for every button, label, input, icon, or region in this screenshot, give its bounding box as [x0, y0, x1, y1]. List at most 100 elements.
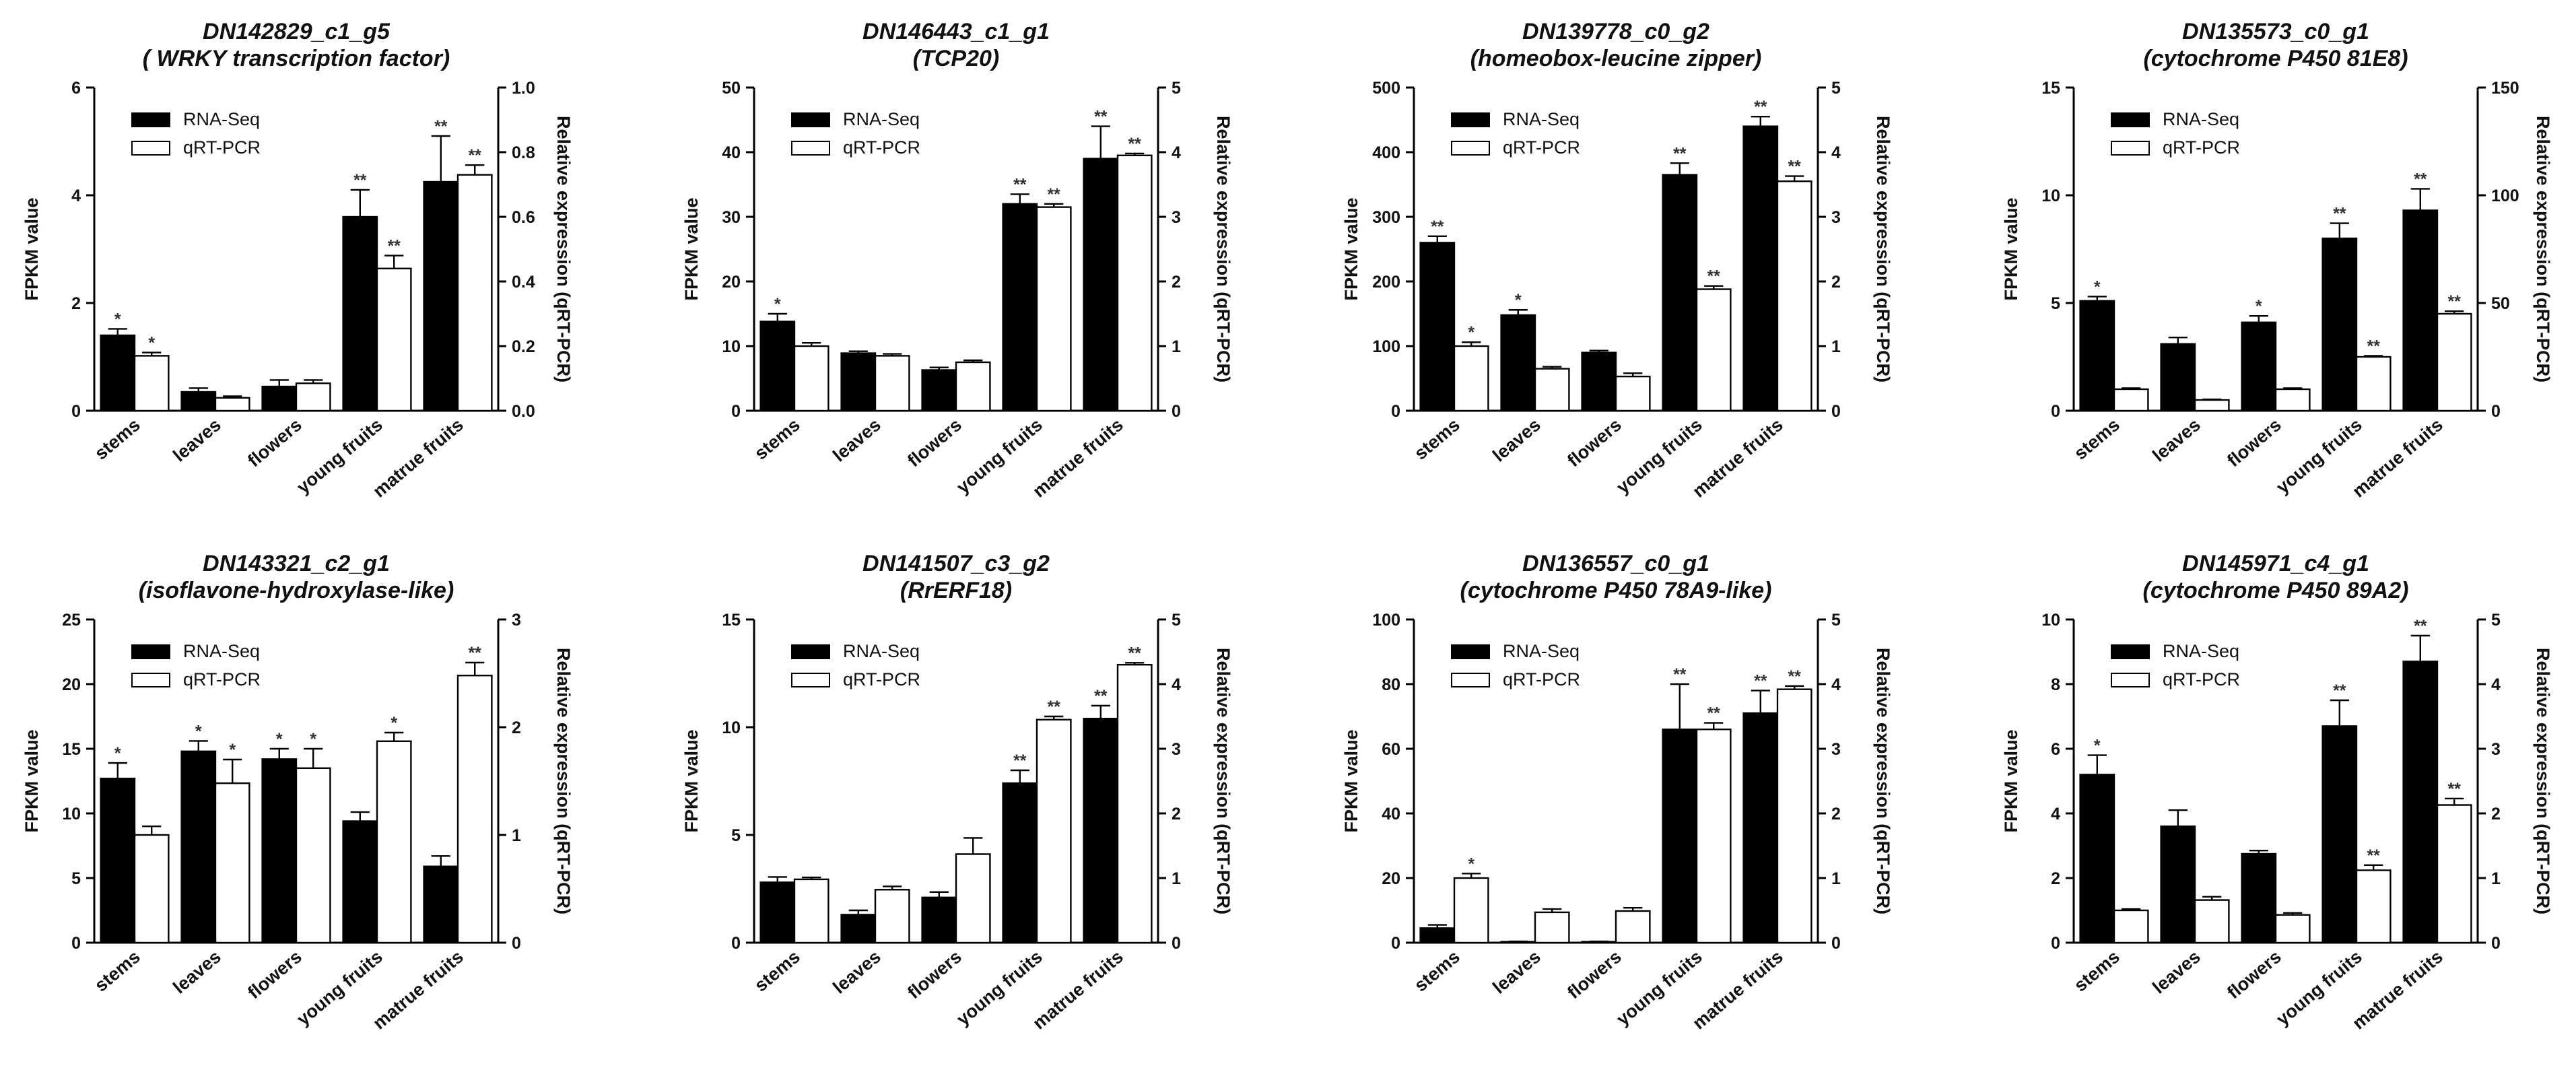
qrtpcr-bar: [2355, 869, 2392, 944]
legend-swatch-qrtpcr: [2111, 141, 2150, 156]
right-tick-label: 2: [1172, 273, 1181, 292]
right-axis-label: Relative expression (qRT-PCR): [2533, 648, 2553, 914]
chart-title: DN145971_c4_g1: [2182, 551, 2369, 576]
chart-panel-3: DN139778_c0_g2(homeobox-leucine zipper) 0…: [1341, 19, 1893, 502]
left-axis-label: FPKM value: [22, 729, 42, 832]
legend-label-rnaseq: RNA-Seq: [183, 109, 260, 129]
qrtpcr-bar: [1036, 206, 1072, 412]
chart-subtitle: (RrERF18): [900, 578, 1012, 603]
right-tick-label: 2: [1831, 805, 1841, 823]
left-tick-label: 60: [1382, 740, 1400, 759]
legend-label-qrtpcr: qRT-PCR: [183, 137, 261, 158]
qrtpcr-bar: [2355, 356, 2392, 412]
chart-panel-4: DN135573_c0_g1(cytochrome P450 81E8) 0 5 10…: [2001, 19, 2553, 502]
left-tick-label: 40: [722, 143, 741, 162]
right-tick-label: 0: [1172, 402, 1181, 421]
left-tick-label: 6: [71, 79, 81, 98]
rnaseq-bar: [2079, 774, 2115, 944]
rnaseq-bar: [2321, 725, 2358, 944]
rnaseq-bar: [100, 777, 136, 944]
rnaseq-bar: [1083, 717, 1119, 944]
significance-mark: **: [1013, 751, 1027, 770]
left-tick-label: 80: [1382, 675, 1400, 694]
significance-mark: **: [2367, 846, 2380, 865]
qrtpcr-bar: [1615, 910, 1651, 944]
right-tick-label: 1.0: [512, 79, 535, 98]
legend-swatch-qrtpcr: [1451, 673, 1490, 687]
chart-panel-2: DN146443_c1_g1(TCP20) 0 10 20 30 40 50 0 1 2 3 4 5 FP…: [681, 19, 1233, 502]
right-axis-label: Relative expression (qRT-PCR): [2533, 116, 2553, 382]
qrtpcr-bar: [1036, 718, 1072, 944]
rnaseq-bar: [2241, 852, 2277, 944]
legend-label-rnaseq: RNA-Seq: [843, 641, 920, 661]
chart-subtitle: (isoflavone-hydroxylase-like): [139, 578, 454, 603]
left-tick-label: 6: [2051, 740, 2060, 759]
right-tick-label: 0: [2491, 934, 2501, 953]
rnaseq-bar: [759, 321, 796, 412]
rnaseq-bar: [1742, 125, 1779, 412]
qrtpcr-bar: [2274, 388, 2311, 412]
right-tick-label: 100: [2491, 187, 2519, 205]
right-tick-label: 1: [512, 826, 521, 845]
rnaseq-bar: [180, 750, 217, 944]
rnaseq-bar: [423, 865, 459, 944]
chart-title: DN136557_c0_g1: [1522, 551, 1709, 576]
legend: RNA-Seq qRT-PCR: [1451, 641, 1580, 690]
category-label: leaves: [829, 415, 885, 466]
qrtpcr-bar: [2194, 899, 2230, 944]
significance-mark: *: [2094, 277, 2101, 296]
rnaseq-bar: [2402, 661, 2439, 944]
category-label: leaves: [1489, 947, 1545, 998]
significance-mark: *: [276, 730, 283, 749]
qrtpcr-bar: [1695, 728, 1732, 944]
significance-mark: **: [1673, 144, 1687, 163]
rnaseq-bar: [1002, 782, 1038, 944]
rnaseq-bar: [2241, 321, 2277, 412]
rnaseq-bar: [1002, 203, 1038, 412]
significance-mark: **: [1707, 704, 1720, 723]
category-label: flowers: [244, 415, 306, 471]
rnaseq-bar: [2160, 826, 2196, 944]
left-axis-label: FPKM value: [1341, 197, 1361, 300]
qrtpcr-bar: [133, 355, 170, 412]
left-tick-label: 500: [1372, 79, 1400, 98]
left-axis-label: FPKM value: [1341, 729, 1361, 832]
chart-subtitle: ( WRKY transcription factor): [143, 46, 450, 71]
qrtpcr-bar: [1116, 663, 1153, 944]
significance-mark: **: [1013, 175, 1027, 194]
legend-swatch-qrtpcr: [791, 673, 830, 687]
rnaseq-bar: [1662, 174, 1698, 412]
legend-label-rnaseq: RNA-Seq: [183, 641, 260, 661]
qrtpcr-bar: [2436, 312, 2472, 412]
right-tick-label: 150: [2491, 79, 2519, 98]
left-axis-label: FPKM value: [2001, 729, 2021, 832]
qrtpcr-bar: [874, 355, 910, 412]
right-tick-label: 4: [2491, 675, 2501, 694]
rnaseq-bar: [1742, 712, 1779, 944]
left-tick-label: 10: [62, 805, 81, 823]
legend-swatch-qrtpcr: [791, 141, 830, 156]
category-label: stems: [1411, 415, 1464, 464]
left-tick-label: 25: [62, 611, 81, 630]
legend-swatch-rnaseq: [791, 112, 830, 127]
right-tick-label: 0.8: [512, 143, 535, 162]
significance-mark: *: [774, 295, 781, 314]
right-tick-label: 1: [1172, 869, 1181, 888]
category-label: stems: [2070, 415, 2124, 464]
right-tick-label: 0: [1831, 934, 1841, 953]
right-tick-label: 4: [1172, 675, 1181, 694]
right-tick-label: 0.6: [512, 208, 535, 227]
significance-mark: *: [114, 310, 121, 329]
left-tick-label: 0: [2051, 934, 2060, 953]
category-label: stems: [1411, 947, 1464, 996]
left-axis-label: FPKM value: [681, 729, 702, 832]
left-tick-label: 4: [71, 187, 81, 205]
legend: RNA-Seq qRT-PCR: [2111, 109, 2240, 158]
left-tick-label: 40: [1382, 805, 1400, 823]
rnaseq-bar: [921, 369, 957, 412]
category-label: flowers: [1563, 415, 1625, 471]
legend-label-rnaseq: RNA-Seq: [843, 109, 920, 129]
category-label: leaves: [1489, 415, 1545, 466]
qrtpcr-bar: [2113, 388, 2149, 412]
